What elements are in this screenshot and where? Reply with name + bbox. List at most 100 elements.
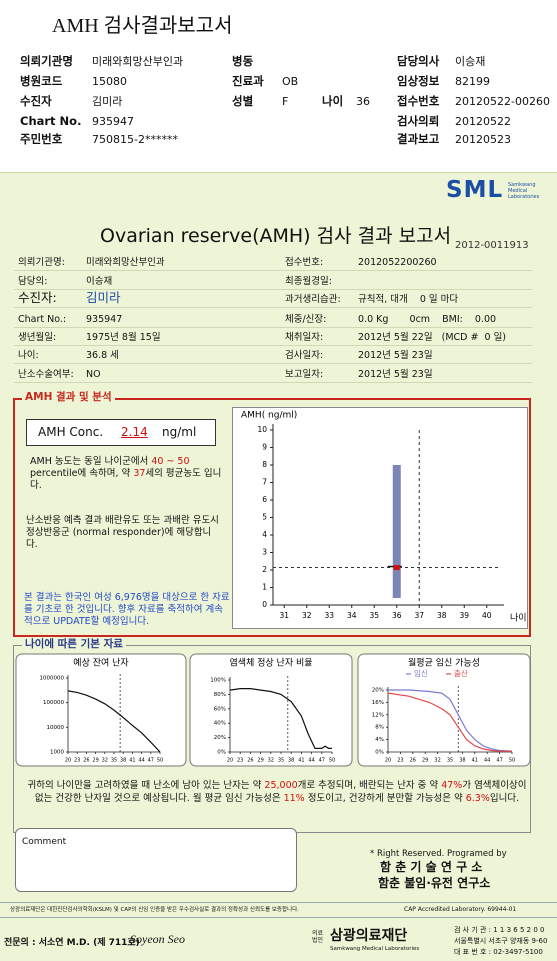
highlight: 11%: [283, 793, 305, 804]
info-value: 1975년 8월 15일: [86, 332, 161, 343]
comment-box: [15, 828, 297, 892]
x-tick-label: 37: [414, 611, 424, 620]
field-label: 결과보고: [397, 132, 440, 146]
org: 삼광의료재단: [330, 928, 408, 944]
field-label: 수진자: [20, 94, 52, 108]
info-value: 규칙적, 대개 0 일 마다: [358, 294, 459, 305]
y-tick-label: 0%: [375, 750, 384, 756]
y-tick-label: 2: [262, 565, 267, 574]
y-axis-label: AMH( ng/ml): [241, 411, 297, 421]
contact: 대 표 번 호 : 02-3497-5100: [454, 948, 543, 956]
info-label: 의뢰기관명:: [18, 257, 65, 268]
field-label: 임상정보: [397, 74, 440, 88]
range-bar: [392, 465, 401, 598]
x-tick-label: 29: [257, 758, 263, 764]
y-tick-label: 5: [262, 513, 267, 522]
info-label: 나이:: [18, 350, 39, 361]
info-label: 난소수술여부:: [18, 369, 74, 380]
row-rule: [14, 327, 532, 328]
field-value: 이승재: [455, 55, 486, 68]
field-label: 담당의사: [397, 54, 440, 68]
x-tick-label: 35: [111, 758, 117, 764]
field-value: 82199: [455, 75, 490, 88]
highlight: 47%: [441, 780, 463, 791]
y-tick-label: 60%: [214, 706, 226, 712]
notice: 상광의료재단은 대한진단검사의학회(KSLM) 및 CAP의 신임 인증을 받은…: [10, 907, 299, 913]
result-unit: ng/ml: [162, 425, 197, 439]
field-value: 36: [356, 95, 370, 108]
doctor: 전문의 : 서소연 M.D. (제 711호): [4, 938, 140, 948]
chart-frame: [232, 407, 528, 629]
result-section: [13, 398, 531, 637]
x-tick-label: 41: [129, 758, 135, 764]
y-tick-label: 20%: [372, 688, 384, 694]
info-value: NO: [86, 369, 101, 380]
y-tick-label: 16%: [372, 700, 384, 706]
y-tick-label: 80%: [214, 692, 226, 698]
info-label: 채취일자:: [285, 332, 324, 343]
x-tick-label: 32: [102, 758, 108, 764]
header-title: AMH 검사결과보고서: [52, 15, 233, 37]
row-rule: [14, 345, 532, 346]
x-tick-label: 50: [329, 758, 335, 764]
series-line: [388, 689, 513, 752]
field-value: 20120523: [455, 133, 511, 146]
x-tick-label: 32: [302, 611, 312, 620]
highlight: 6.3%: [465, 793, 490, 804]
legend-label: 출산: [454, 668, 468, 678]
report-number: 2012-0011913: [455, 240, 529, 251]
y-tick-label: 8%: [375, 725, 384, 731]
y-tick-label: 20%: [214, 735, 226, 741]
summary: 귀하의 나이만을 고려하였을 때 난소에 남아 있는 난자는 약 25,000개…: [24, 779, 530, 805]
x-tick-label: 44: [138, 758, 144, 764]
separator: [0, 917, 557, 918]
info-label: Chart No.:: [18, 314, 67, 325]
y-tick-label: 7: [262, 478, 267, 487]
lab-name: 함춘 불임·유전 연구소: [378, 876, 491, 890]
y-tick-label: 3: [262, 548, 267, 557]
x-tick-label: 35: [278, 758, 284, 764]
row-rule: [14, 307, 532, 308]
section-title: 나이에 따른 기본 자료: [22, 638, 126, 651]
field-label: 의뢰기관명: [20, 54, 73, 68]
y-tick-label: 0: [262, 600, 267, 609]
field-value: 750815-2******: [92, 133, 178, 146]
y-tick-label: 6: [262, 495, 267, 504]
y-tick-label: 8: [262, 460, 267, 469]
text: 가 염색체이상이 없는 건강한 난자일 것으로 예상됩니다. 월 평균 임신 가…: [34, 780, 527, 804]
info-value: 36.8 세: [86, 350, 119, 361]
text: 정도이고, 건강하게 분만할 가능성은 약: [307, 793, 463, 804]
section-title: AMH 결과 및 분석: [22, 391, 115, 404]
y-tick-label: 1000: [50, 750, 64, 756]
x-tick-label: 26: [410, 758, 416, 764]
x-tick-label: 26: [247, 758, 253, 764]
field-label: 진료과: [232, 74, 264, 88]
text: AMH 농도는 동일 나이군에서: [30, 456, 149, 467]
x-tick-label: 23: [237, 758, 243, 764]
field-label: 나이: [322, 94, 344, 108]
x-tick-label: 35: [447, 758, 453, 764]
row-rule: [14, 363, 532, 364]
x-tick-label: 20: [227, 758, 233, 764]
x-tick-label: 31: [279, 611, 289, 620]
x-tick-label: 47: [319, 758, 325, 764]
result-value: 2.14: [121, 425, 148, 439]
field-label: 주민번호: [20, 132, 63, 146]
x-tick-label: 32: [434, 758, 440, 764]
y-tick-label: 1: [262, 583, 267, 592]
series-line: [229, 688, 332, 749]
field-label: 병동: [232, 54, 254, 68]
y-tick-label: 100000: [43, 700, 64, 706]
chart-frame: [189, 653, 353, 767]
x-tick-label: 34: [347, 611, 357, 620]
x-tick-label: 26: [83, 758, 89, 764]
result-label: AMH Conc.: [38, 425, 104, 439]
field-label: 성별: [232, 94, 254, 108]
x-tick-label: 20: [65, 758, 71, 764]
credit: * Right Reserved. Programed by: [370, 849, 507, 859]
info-value: 김미라: [86, 290, 121, 305]
field-value: 김미라: [92, 95, 123, 108]
info-label: 체중/신장:: [285, 314, 327, 325]
info-value: 이승재: [86, 276, 113, 287]
